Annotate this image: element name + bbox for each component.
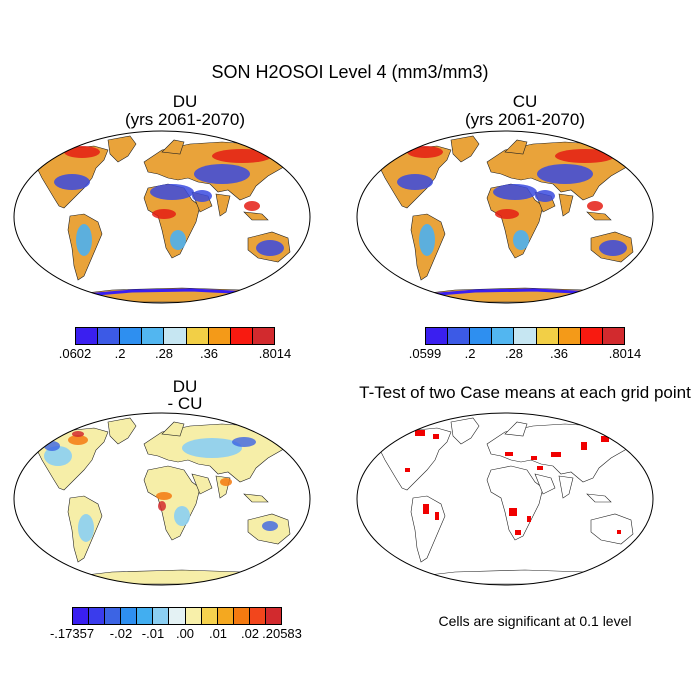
colorbar-swatch — [142, 328, 165, 344]
panel-diff-title: DU — [172, 377, 198, 396]
colorbar-diff-label: -.01 — [141, 626, 165, 641]
colorbar-swatch — [265, 608, 282, 624]
colorbar-du-label: .28 — [154, 346, 174, 361]
colorbar-swatch — [558, 328, 581, 344]
colorbar-swatch — [233, 608, 250, 624]
colorbar-swatch — [426, 328, 449, 344]
colorbar-diff-label: .01 — [208, 626, 228, 641]
colorbar-swatch — [121, 608, 138, 624]
colorbar-swatch — [76, 328, 99, 344]
figure-title: SON H2OSOI Level 4 (mm3/mm3) — [211, 62, 489, 82]
colorbar-swatch — [448, 328, 471, 344]
colorbar-swatch — [230, 328, 253, 344]
colorbar-swatch — [602, 328, 624, 344]
colorbar-cu-label: .8014 — [608, 346, 642, 361]
colorbar-swatch — [169, 608, 186, 624]
colorbar-cu — [425, 327, 625, 345]
colorbar-swatch — [249, 608, 266, 624]
colorbar-swatch — [252, 328, 274, 344]
colorbar-du — [75, 327, 275, 345]
colorbar-du-label: .36 — [199, 346, 219, 361]
panel-diff-subtitle: - CU — [167, 394, 203, 413]
colorbar-swatch — [137, 608, 154, 624]
colorbar-diff-label: -.17357 — [49, 626, 95, 641]
colorbar-swatch — [492, 328, 515, 344]
colorbar-diff-label: .02 — [240, 626, 260, 641]
map-ttest — [356, 412, 654, 586]
colorbar-du-label: .8014 — [258, 346, 292, 361]
colorbar-diff-label: .20583 — [262, 626, 302, 641]
panel-ttest-title: T-Test of two Case means at each grid po… — [359, 383, 691, 402]
map-du — [13, 130, 311, 304]
colorbar-cu-label: .36 — [549, 346, 569, 361]
map-cu — [356, 130, 654, 304]
colorbar-swatch — [186, 328, 209, 344]
colorbar-diff-label: .00 — [175, 626, 195, 641]
colorbar-swatch — [89, 608, 106, 624]
colorbar-swatch — [201, 608, 218, 624]
colorbar-du-label: .0602 — [58, 346, 92, 361]
colorbar-swatch — [120, 328, 143, 344]
colorbar-swatch — [98, 328, 121, 344]
colorbar-swatch — [73, 608, 90, 624]
significance-note: Cells are significant at 0.1 level — [438, 613, 632, 629]
panel-du-title: DU — [172, 92, 198, 111]
colorbar-cu-label: .0599 — [408, 346, 442, 361]
colorbar-swatch — [580, 328, 603, 344]
colorbar-swatch — [536, 328, 559, 344]
colorbar-swatch — [105, 608, 122, 624]
colorbar-cu-label: .28 — [504, 346, 524, 361]
colorbar-swatch — [164, 328, 187, 344]
colorbar-diff — [72, 607, 282, 625]
panel-du-subtitle: (yrs 2061-2070) — [124, 110, 245, 129]
colorbar-swatch — [185, 608, 202, 624]
colorbar-swatch — [208, 328, 231, 344]
colorbar-du-label: .2 — [114, 346, 126, 361]
map-diff — [13, 412, 311, 586]
colorbar-swatch — [153, 608, 170, 624]
colorbar-cu-label: .2 — [464, 346, 476, 361]
colorbar-swatch — [470, 328, 493, 344]
colorbar-swatch — [217, 608, 234, 624]
panel-cu-title: CU — [512, 92, 538, 111]
panel-cu-subtitle: (yrs 2061-2070) — [464, 110, 585, 129]
colorbar-diff-label: -.02 — [109, 626, 133, 641]
colorbar-swatch — [514, 328, 537, 344]
